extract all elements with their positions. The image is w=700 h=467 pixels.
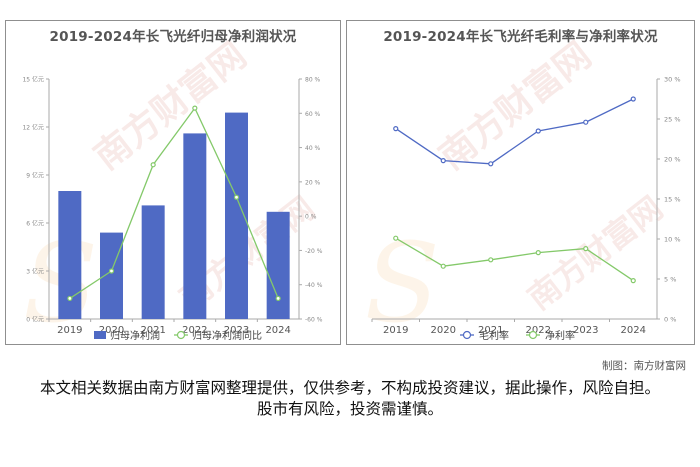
yoy-growth-point <box>67 295 73 302</box>
y-tick-label: 15 % <box>664 196 681 204</box>
y2-tick-label: -60 % <box>305 317 323 324</box>
legend-line-marker <box>176 330 186 340</box>
x-tick-label: 2020 <box>431 325 456 336</box>
left-chart-title: 2019-2024年长飞光纤归母净利润状况 <box>49 29 297 45</box>
bar <box>100 232 123 319</box>
legend-line-label: 归母净利润同比 <box>192 329 262 342</box>
yoy-growth-point <box>275 295 281 302</box>
right-chart-panel: 南方财富网 南方财富网 S 0 % 5 % 10 % 15 % 20 % 25 % 30 % 201… <box>346 20 695 345</box>
net-margin-line <box>395 237 634 282</box>
y-tick-label: 0 亿元 <box>26 316 44 324</box>
gross-margin-line <box>395 98 634 165</box>
watermark-logo: S <box>364 219 439 345</box>
y-tick-label: 30 % <box>664 76 681 84</box>
bar <box>141 205 165 319</box>
gross-margin-point <box>488 161 494 167</box>
watermark-text: 南方财富网 <box>431 34 599 178</box>
right-chart-title: 2019-2024年长飞光纤毛利率与净利率状况 <box>383 29 658 45</box>
x-tick-label: 2024 <box>621 325 646 336</box>
y-tick-label: 5 % <box>664 276 676 284</box>
net-margin-point <box>583 246 589 252</box>
y2-tick-label: 0 % <box>305 214 317 221</box>
yoy-growth-point <box>108 268 115 274</box>
y-tick-label: 25 % <box>664 116 681 124</box>
gross-margin-legend-label: 毛利率 <box>479 329 509 342</box>
y2-tick-label: -40 % <box>305 282 323 289</box>
gross-margin-point <box>440 158 446 164</box>
y-tick-label: 20 % <box>664 156 681 164</box>
watermark-text: 南方财富网 <box>520 189 669 317</box>
gross-margin-point <box>630 96 636 102</box>
yoy-growth-point <box>192 105 198 111</box>
yoy-growth-line <box>69 106 279 299</box>
y-tick-label: 9 亿元 <box>26 172 44 180</box>
credit-text: 制图：南方财富网 <box>602 360 686 372</box>
net-margin-point <box>488 257 494 263</box>
yoy-growth-point <box>150 162 156 168</box>
y2-tick-label: 60 % <box>305 111 321 118</box>
x-tick-label: 2019 <box>57 325 82 336</box>
disclaimer-text: 本文相关数据由南方财富网整理提供，仅供参考，不构成投资建议，据此操作，风险自担。… <box>40 379 661 418</box>
y2-tick-label: 40 % <box>305 145 321 152</box>
x-tick-label: 2024 <box>265 325 290 336</box>
y2-tick-label: 80 % <box>305 77 321 84</box>
y-tick-label: 6 亿元 <box>26 220 44 228</box>
bar <box>266 211 290 319</box>
net-margin-point <box>535 250 541 256</box>
gross-margin-point <box>535 128 541 134</box>
bar <box>183 133 207 319</box>
x-tick-label: 2022 <box>182 325 207 336</box>
net-margin-legend-marker <box>528 330 538 340</box>
x-tick-label: 2022 <box>526 325 551 336</box>
gross-margin-legend-marker <box>462 330 472 340</box>
y-tick-label: 0 % <box>664 316 676 324</box>
legend-bar-label: 归母净利润 <box>110 329 160 342</box>
x-tick-label: 2019 <box>383 325 408 336</box>
net-margin-point <box>393 235 399 241</box>
x-tick-label: 2020 <box>99 325 124 336</box>
y-tick-label: 3 亿元 <box>26 268 44 276</box>
bar <box>58 191 82 319</box>
net-margin-point <box>440 263 446 269</box>
y2-tick-label: 20 % <box>305 179 321 186</box>
x-tick-label: 2021 <box>140 325 165 336</box>
bar <box>225 112 248 319</box>
y-tick-label: 15 亿元 <box>22 76 44 84</box>
legend-bar-swatch <box>94 331 106 339</box>
y-tick-label: 12 亿元 <box>22 124 44 132</box>
y-tick-label: 10 % <box>664 236 681 244</box>
y2-tick-label: -20 % <box>305 248 323 255</box>
x-tick-label: 2023 <box>224 325 249 336</box>
x-tick-label: 2023 <box>573 325 598 336</box>
net-margin-legend-label: 净利率 <box>545 329 575 342</box>
net-margin-point <box>630 278 636 284</box>
x-tick-label: 2021 <box>478 325 503 336</box>
gross-margin-point <box>583 119 589 125</box>
yoy-growth-point <box>233 194 240 200</box>
gross-margin-point <box>393 125 399 132</box>
